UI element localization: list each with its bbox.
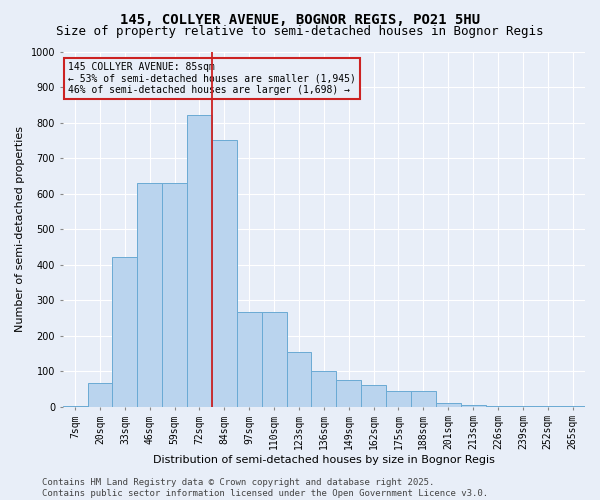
Bar	[112, 258, 137, 406]
Bar	[361, 386, 386, 406]
Bar	[287, 352, 311, 406]
Y-axis label: Number of semi-detached properties: Number of semi-detached properties	[15, 126, 25, 332]
Bar	[436, 403, 461, 406]
Bar	[461, 405, 485, 406]
Bar	[212, 140, 237, 406]
Text: Contains HM Land Registry data © Crown copyright and database right 2025.
Contai: Contains HM Land Registry data © Crown c…	[42, 478, 488, 498]
Bar	[262, 312, 287, 406]
Text: 145 COLLYER AVENUE: 85sqm
← 53% of semi-detached houses are smaller (1,945)
46% : 145 COLLYER AVENUE: 85sqm ← 53% of semi-…	[68, 62, 356, 96]
X-axis label: Distribution of semi-detached houses by size in Bognor Regis: Distribution of semi-detached houses by …	[153, 455, 495, 465]
Bar	[386, 390, 411, 406]
Bar	[88, 384, 112, 406]
Bar	[336, 380, 361, 406]
Bar	[311, 371, 336, 406]
Bar	[187, 116, 212, 406]
Bar	[162, 183, 187, 406]
Text: Size of property relative to semi-detached houses in Bognor Regis: Size of property relative to semi-detach…	[56, 25, 544, 38]
Bar	[411, 390, 436, 406]
Bar	[237, 312, 262, 406]
Bar	[137, 183, 162, 406]
Text: 145, COLLYER AVENUE, BOGNOR REGIS, PO21 5HU: 145, COLLYER AVENUE, BOGNOR REGIS, PO21 …	[120, 12, 480, 26]
